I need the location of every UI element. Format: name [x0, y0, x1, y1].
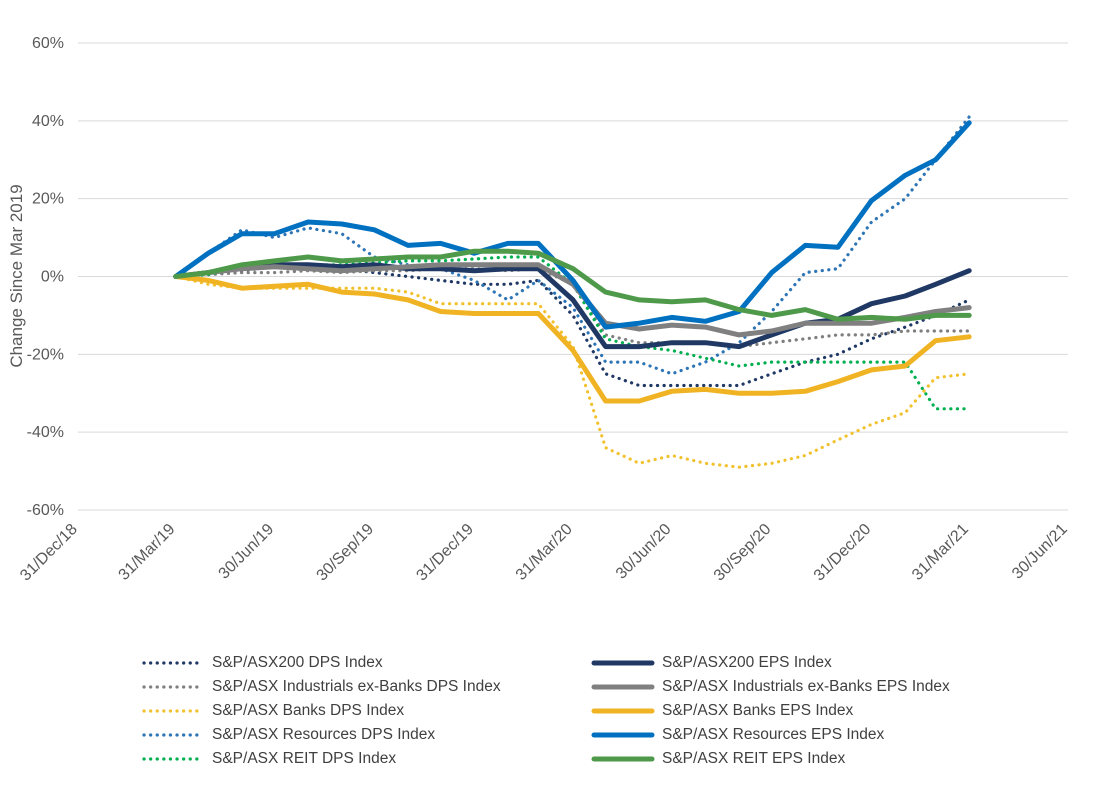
legend-swatch: [142, 757, 204, 761]
legend-item: S&P/ASX200 EPS Index: [590, 652, 1040, 674]
legend-swatch: [591, 756, 655, 762]
legend-item: S&P/ASX200 DPS Index: [140, 652, 590, 674]
x-tick-label: 30/Jun/20: [613, 521, 675, 583]
legend: S&P/ASX200 DPS Index S&P/ASX200 EPS Index…: [140, 652, 1040, 770]
y-tick-label: 20%: [32, 191, 64, 208]
legend-swatch: [591, 660, 655, 666]
legend-swatch: [591, 708, 655, 714]
legend-label: S&P/ASX Industrials ex-Banks EPS Index: [662, 678, 950, 695]
legend-item: S&P/ASX Industrials ex-Banks DPS Index: [140, 676, 590, 698]
y-axis: -60% -40% -20% 0% 20% 40% 60%: [27, 35, 64, 519]
x-tick-label: 31/Mar/21: [909, 521, 972, 584]
legend-label: S&P/ASX Industrials ex-Banks DPS Index: [212, 678, 501, 695]
legend-label: S&P/ASX Banks EPS Index: [662, 702, 854, 719]
legend-label: S&P/ASX Resources EPS Index: [662, 726, 885, 743]
legend-swatch: [142, 733, 204, 737]
legend-label: S&P/ASX Resources DPS Index: [212, 726, 436, 743]
series-line: [173, 120, 972, 330]
y-tick-label: 60%: [32, 35, 64, 52]
legend-label: S&P/ASX200 DPS Index: [212, 654, 383, 671]
legend-item: S&P/ASX Banks DPS Index: [140, 700, 590, 722]
legend-item: S&P/ASX REIT DPS Index: [140, 748, 590, 770]
x-tick-label: 30/Jun/19: [216, 521, 278, 583]
legend-label: S&P/ASX200 EPS Index: [662, 654, 832, 671]
legend-label: S&P/ASX REIT EPS Index: [662, 750, 846, 767]
x-tick-label: 31/Dec/18: [17, 521, 81, 585]
y-axis-title: Change Since Mar 2019: [7, 184, 26, 367]
line-chart: -60% -40% -20% 0% 20% 40% 60% 31/Dec/18 31/Mar/…: [7, 35, 1071, 585]
legend-item: S&P/ASX Industrials ex-Banks EPS Index: [590, 676, 1040, 698]
legend-item: S&P/ASX REIT EPS Index: [590, 748, 1040, 770]
x-tick-label: 30/Sep/20: [711, 521, 775, 585]
x-tick-label: 30/Jun/21: [1009, 521, 1071, 583]
legend-item: S&P/ASX Resources DPS Index: [140, 724, 590, 746]
gridlines: [78, 42, 1068, 511]
x-tick-label: 31/Dec/20: [811, 521, 875, 585]
legend-label: S&P/ASX REIT DPS Index: [212, 750, 397, 767]
legend-swatch: [142, 709, 204, 713]
legend-swatch: [142, 661, 204, 665]
x-tick-label: 31/Dec/19: [413, 521, 477, 585]
legend-item: S&P/ASX Banks EPS Index: [590, 700, 1040, 722]
y-tick-label: 40%: [32, 113, 64, 130]
series-line: [173, 248, 972, 322]
y-tick-label: -40%: [27, 424, 64, 441]
legend-swatch: [142, 685, 204, 689]
legend-swatch: [591, 684, 655, 690]
series-line: [173, 274, 972, 404]
x-tick-label: 30/Sep/19: [314, 521, 378, 585]
series-line: [174, 274, 971, 469]
legend-item: S&P/ASX Resources EPS Index: [590, 724, 1040, 746]
y-tick-label: 0%: [41, 269, 64, 286]
series-lines: [173, 115, 972, 469]
x-tick-label: 31/Mar/19: [116, 521, 179, 584]
legend-label: S&P/ASX Banks DPS Index: [212, 702, 405, 719]
legend-swatch: [591, 732, 655, 738]
y-tick-label: -60%: [27, 502, 64, 519]
x-axis: 31/Dec/18 31/Mar/19 30/Jun/19 30/Sep/19 31/D…: [17, 521, 1071, 585]
x-tick-label: 31/Mar/20: [513, 521, 576, 584]
y-tick-label: -20%: [27, 346, 64, 363]
